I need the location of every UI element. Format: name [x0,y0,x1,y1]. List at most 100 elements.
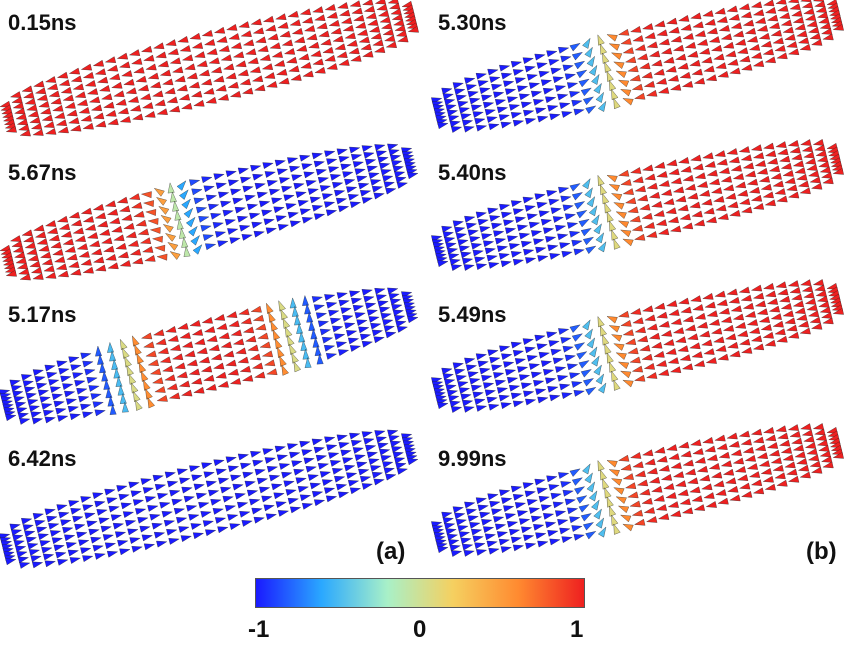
spin-arrow [370,32,382,40]
spin-arrow [80,207,93,215]
spin-arrow [787,0,800,4]
spin-arrow [644,314,656,322]
spin-arrow [387,143,399,151]
spin-arrow [741,347,753,354]
spin-arrow [10,91,22,98]
spin-arrow [691,351,703,358]
spin-arrow [277,22,289,29]
spin-arrow [648,332,661,340]
spin-arrow [593,82,602,94]
spin-arrow [189,319,201,327]
spin-arrow [794,167,806,174]
spin-arrow [229,377,242,385]
spin-arrow [620,38,632,45]
spin-arrow [804,442,817,449]
spin-arrow [218,45,230,52]
spin-arrow [543,227,555,235]
spin-arrow [722,324,735,332]
spin-arrow [15,545,27,553]
spin-arrow [261,63,274,70]
spin-arrow [715,204,727,212]
spin-arrow [82,411,94,419]
spin-arrow [617,361,630,370]
spin-arrow [208,489,220,497]
colorbar-tick-mid: 0 [413,616,427,643]
spin-arrow [533,524,545,531]
spin-arrow [564,498,576,506]
spin-arrow [166,383,178,390]
spin-arrow [599,469,607,481]
spin-arrow [765,290,777,298]
spin-arrow [279,463,291,470]
spin-arrow [371,185,384,193]
spin-arrow [545,521,557,529]
spin-arrow [359,333,372,341]
spin-arrow [252,314,265,322]
spin-arrow [789,430,801,438]
spin-arrow [271,51,283,58]
spin-arrow [558,47,570,54]
spin-arrow [275,215,287,222]
spin-arrow [716,16,728,23]
spin-arrow [774,44,786,52]
spin-arrow [188,368,200,376]
spin-arrow [725,477,737,485]
spin-arrow [105,387,113,399]
spin-arrow [16,407,28,414]
spin-arrow [368,25,381,33]
spin-arrow [122,401,129,413]
spin-arrow [754,444,766,452]
spin-arrow [559,242,571,249]
spin-arrow [465,364,478,372]
spin-arrow [389,298,402,306]
spin-arrow [737,474,749,481]
spin-arrow [385,187,397,195]
spin-arrow [235,60,247,68]
spin-arrow [392,165,404,173]
spin-arrow [606,175,618,183]
spin-arrow [750,428,763,436]
spin-arrow [67,406,79,413]
spin-arrow [21,374,33,381]
spin-arrow [764,56,776,64]
spin-arrow [630,26,642,33]
spin-arrow [27,399,39,406]
spin-arrow [70,75,83,83]
spin-arrow [82,122,94,130]
spin-arrow [822,317,834,325]
spin-arrow [70,268,82,276]
spin-arrow [481,519,493,526]
spin-arrow [186,505,198,512]
spin-arrow [269,474,281,482]
spin-arrow [525,542,537,550]
spin-arrow [591,214,600,226]
spin-arrow [634,44,646,51]
spin-arrow [119,61,131,69]
spin-arrow [699,474,711,482]
spin-arrow [738,3,750,10]
spin-arrow [152,377,164,384]
spin-arrow [702,437,714,444]
spin-arrow [488,123,500,131]
spin-arrow [812,423,824,430]
spin-arrow [444,236,456,244]
spin-arrow [784,461,796,469]
spin-arrow [284,326,293,338]
spin-arrow [569,468,581,477]
spin-arrow [316,22,328,30]
spin-arrow [816,11,829,19]
spin-arrow [768,305,780,313]
spin-arrow [776,195,788,203]
spin-arrow [115,376,123,387]
spin-arrow [36,94,48,101]
spin-arrow [703,65,715,73]
spin-arrow [632,176,644,183]
spin-arrow [608,184,620,192]
spin-arrow [336,51,348,58]
spin-arrow [670,225,682,233]
spin-arrow [88,240,101,247]
spin-arrow [9,379,21,387]
spin-arrow [70,508,82,515]
spin-arrow [728,440,740,448]
spin-arrow [484,389,496,397]
